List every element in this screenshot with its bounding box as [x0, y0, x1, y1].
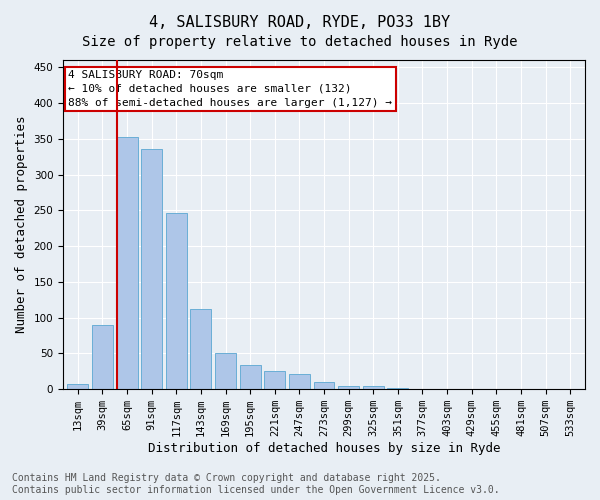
- Bar: [215, 354, 236, 389]
- Bar: [314, 382, 334, 389]
- Bar: [338, 386, 359, 389]
- Bar: [363, 386, 384, 389]
- Text: Size of property relative to detached houses in Ryde: Size of property relative to detached ho…: [82, 35, 518, 49]
- Bar: [116, 138, 137, 389]
- Text: 4, SALISBURY ROAD, RYDE, PO33 1BY: 4, SALISBURY ROAD, RYDE, PO33 1BY: [149, 15, 451, 30]
- Bar: [141, 148, 162, 389]
- Text: 4 SALISBURY ROAD: 70sqm
← 10% of detached houses are smaller (132)
88% of semi-d: 4 SALISBURY ROAD: 70sqm ← 10% of detache…: [68, 70, 392, 108]
- Bar: [265, 372, 285, 389]
- Bar: [166, 213, 187, 389]
- Text: Contains HM Land Registry data © Crown copyright and database right 2025.
Contai: Contains HM Land Registry data © Crown c…: [12, 474, 500, 495]
- Y-axis label: Number of detached properties: Number of detached properties: [15, 116, 28, 334]
- Bar: [289, 374, 310, 389]
- Bar: [92, 325, 113, 389]
- Bar: [190, 309, 211, 389]
- Bar: [412, 388, 433, 389]
- Bar: [437, 388, 458, 389]
- Bar: [67, 384, 88, 389]
- X-axis label: Distribution of detached houses by size in Ryde: Distribution of detached houses by size …: [148, 442, 500, 455]
- Bar: [239, 365, 260, 389]
- Bar: [388, 388, 409, 389]
